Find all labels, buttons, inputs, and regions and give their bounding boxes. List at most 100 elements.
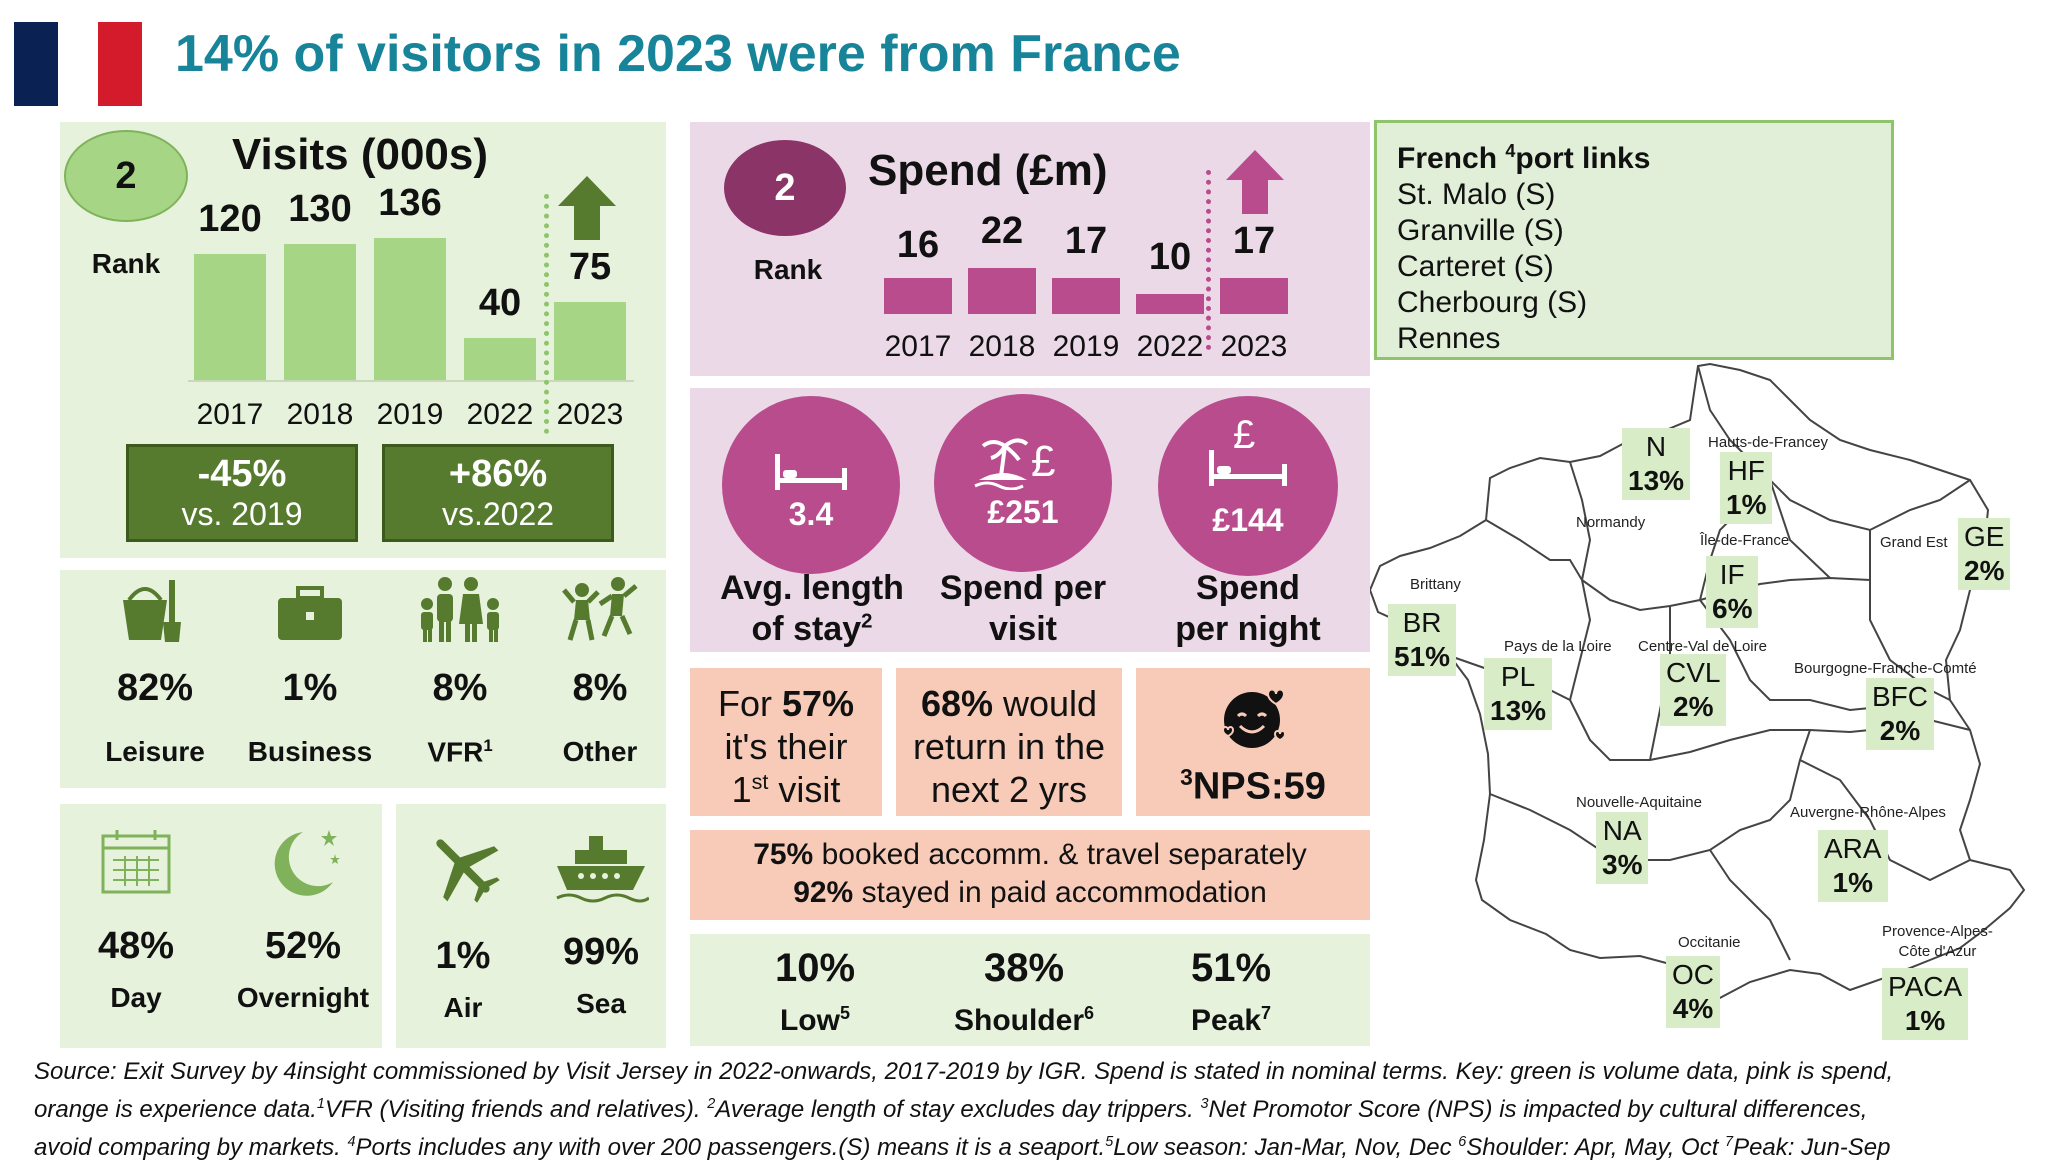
trip-pct: 52%: [264, 925, 342, 967]
bed-pound-icon: £: [1209, 413, 1287, 486]
spend-value-label: 17: [1064, 220, 1108, 262]
up-arrow-icon: [1226, 150, 1284, 214]
spend-night-label: Spend per night: [1175, 569, 1321, 648]
spend-rank-value: 2: [774, 166, 796, 209]
footer-line: Source: Exit Survey by 4insight commissi…: [34, 1058, 1894, 1085]
region-name: Nouvelle-Aquitaine: [1576, 794, 1702, 811]
smiling-face-with-hearts-icon: [1221, 688, 1287, 748]
visits-rank-badge: 2: [64, 130, 188, 222]
footer-line: avoid comparing by markets. 4Ports inclu…: [34, 1134, 1891, 1161]
visits-bar-2018: [284, 244, 356, 380]
accommodation-box: 75% booked accomm. & travel separately 9…: [690, 830, 1370, 920]
purpose-pct: 82%: [116, 667, 194, 709]
visits-value-label: 40: [478, 282, 522, 324]
region-box-ge: GE 2%: [1958, 518, 2011, 590]
purpose-leisure: 82% Leisure: [90, 574, 220, 768]
spend-chart: 16 22 17 10 17 2017 2018 2019 2022 2023: [870, 170, 1300, 370]
visits-year-label: 2019: [376, 398, 444, 431]
visits-value-label: 120: [198, 198, 262, 240]
spend-night-circle: £ £144: [1158, 396, 1338, 576]
purpose-label: VFR1: [427, 736, 493, 768]
region-name: Occitanie: [1678, 934, 1741, 951]
visits-rank-value: 2: [115, 154, 137, 197]
region-box-na: NA 3%: [1596, 812, 1649, 884]
svg-text:£: £: [1233, 413, 1255, 457]
visits-heading: Visits (000s): [232, 130, 489, 179]
region-name: Île-de-France: [1700, 532, 1790, 549]
up-arrow-icon: [558, 176, 616, 240]
season-panel: [690, 934, 1370, 1046]
region-name: Bourgogne-Franche-Comté: [1794, 660, 1977, 677]
island-pound-icon: £: [974, 437, 1055, 490]
region-box-cvl: CVL 2%: [1660, 654, 1727, 726]
spend-night-value: £144: [1212, 502, 1284, 538]
footer-notes: Source: Exit Survey by 4insight commissi…: [34, 1056, 2034, 1164]
spend-visit-value: £251: [987, 494, 1059, 530]
region-name: Pays de la Loire: [1504, 638, 1612, 655]
spend-year-label: 2017: [884, 330, 952, 363]
region-box-br: BR 51%: [1388, 604, 1457, 676]
spend-divider: [1206, 170, 1211, 350]
purpose-business: 1% Business: [240, 574, 380, 768]
spend-bar-2017: [884, 278, 952, 314]
family-icon: [421, 577, 499, 642]
port-links-box: French 4port links St. Malo (S) Granvill…: [1374, 120, 1894, 360]
purpose-pct: 8%: [572, 667, 628, 709]
trip-label: Overnight: [236, 982, 370, 1013]
region-name: Normandy: [1576, 514, 1646, 531]
footer-line: orange is experience data.1VFR (Visiting…: [34, 1096, 1868, 1123]
season-pct: 38%: [983, 946, 1065, 990]
svg-text:£: £: [1031, 437, 1055, 486]
avg-stay-circle: 3.4: [722, 396, 900, 574]
region-box-n: N 13%: [1622, 428, 1691, 500]
season-pct: 51%: [1190, 946, 1272, 990]
flag-red-stripe: [98, 22, 142, 106]
avg-stay-label: Avg. length of stay2: [720, 569, 904, 648]
purpose-label: Leisure: [105, 736, 205, 767]
nps-box: 3NPS:59: [1136, 668, 1370, 816]
region-name: Brittany: [1410, 576, 1461, 593]
region-box-ara: ARA 1%: [1818, 830, 1888, 902]
spend-heading: Spend (£m): [868, 146, 1108, 195]
visits-value-label: 130: [288, 188, 352, 230]
spend-value-label: 22: [980, 210, 1024, 252]
spend-value-label: 16: [896, 224, 940, 266]
season-peak: 51% Peak7: [1156, 946, 1306, 1038]
spend-bar-2019: [1052, 278, 1120, 314]
bed-icon: [775, 454, 847, 490]
visits-divider: [544, 194, 549, 434]
season-pct: 10%: [774, 946, 856, 990]
port-item: St. Malo (S): [1397, 178, 1556, 211]
spend-visit-label: Spend per visit: [939, 569, 1107, 648]
visits-value-label: 75: [568, 246, 612, 288]
season-label: Low5: [779, 1003, 850, 1037]
region-name: Provence-Alpes- Côte d'Azur: [1882, 923, 1993, 960]
visits-change-2019: -45% vs. 2019: [126, 444, 358, 542]
transport-label: Sea: [576, 988, 626, 1019]
spend-value-label: 10: [1148, 236, 1192, 278]
region-box-paca: PACA 1%: [1882, 968, 1969, 1040]
change-2019-label: vs. 2019: [181, 496, 303, 532]
ship-icon: [556, 836, 650, 903]
port-item: Rennes: [1397, 322, 1501, 355]
visits-year-label: 2018: [286, 398, 354, 431]
region-box-hf: HF 1%: [1720, 452, 1773, 524]
spend-bar-2023: [1220, 278, 1288, 314]
purpose-label: Business: [247, 736, 373, 767]
page-title: 14% of visitors in 2023 were from France: [175, 25, 1181, 83]
trip-type-panel: [60, 804, 382, 1048]
visits-bar-2017: [194, 254, 266, 380]
nps-score: 3NPS:59: [1180, 764, 1326, 808]
purpose-pct: 1%: [282, 667, 338, 709]
visits-baseline: [188, 380, 634, 382]
first-visit-box: For 57% it's their 1st visit: [690, 668, 882, 816]
flag-blue-stripe: [14, 22, 58, 106]
visits-year-label: 2022: [466, 398, 534, 431]
region-name: Hauts-de-Francey: [1708, 434, 1829, 451]
spend-bar-2022: [1136, 294, 1204, 314]
season-label: Shoulder6: [953, 1003, 1095, 1037]
transport-pct: 99%: [562, 931, 640, 973]
spend-visit-circle: £ £251: [934, 394, 1112, 572]
visits-rank-label: Rank: [91, 248, 161, 279]
port-item: Carteret (S): [1397, 250, 1554, 283]
